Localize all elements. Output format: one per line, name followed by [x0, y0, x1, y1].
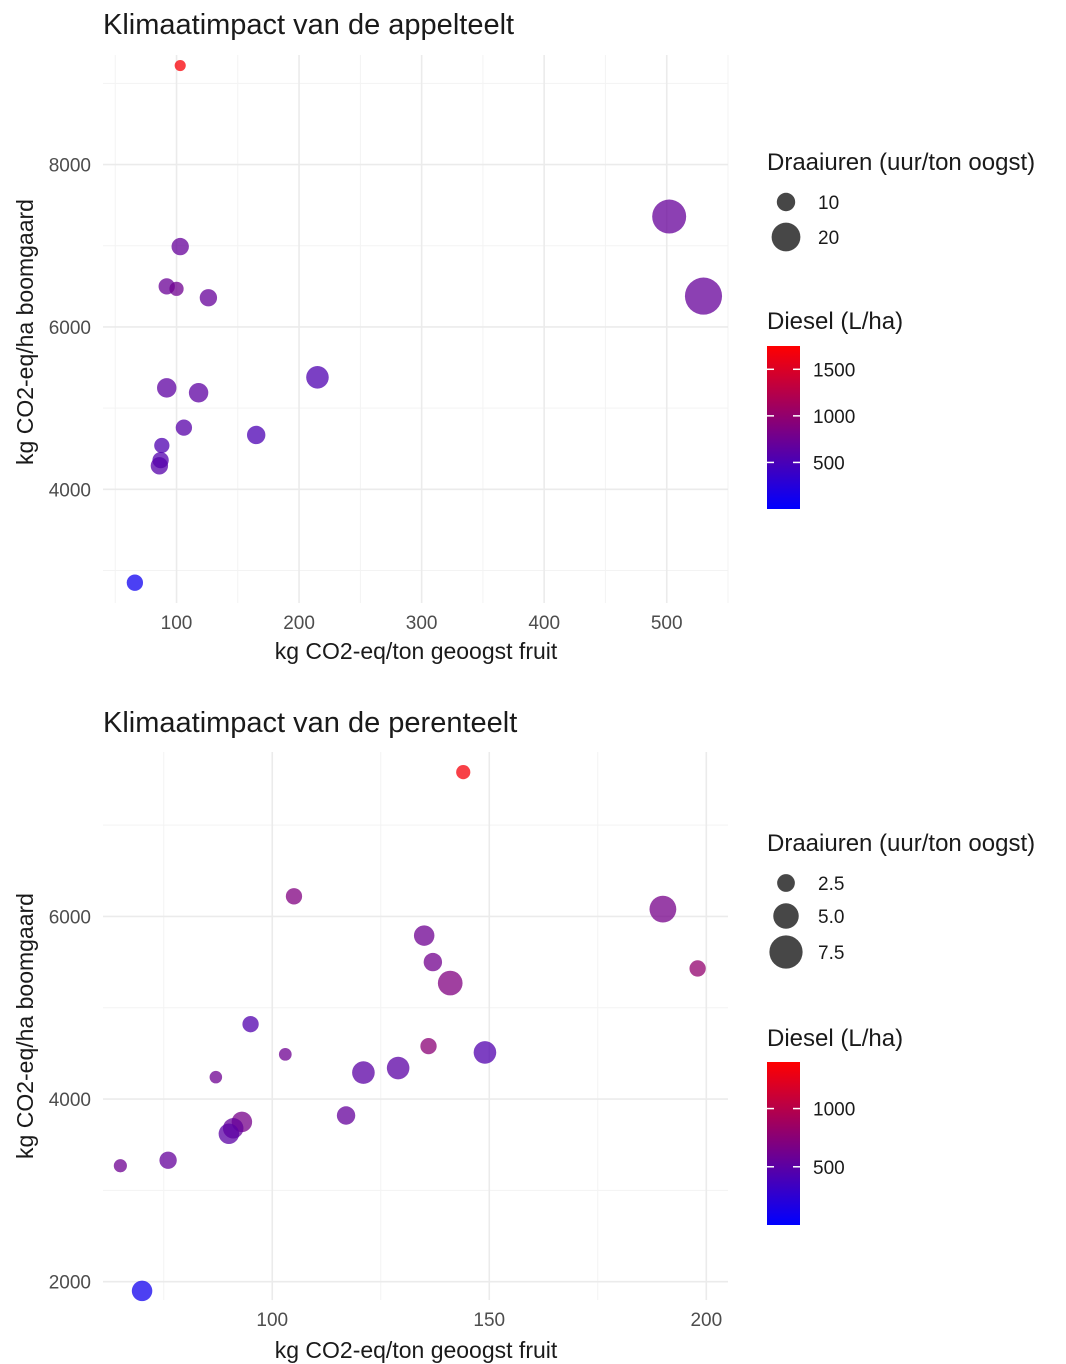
data-points: [126, 59, 723, 591]
y-axis-title: kg CO2-eq/ha boomgaard: [12, 893, 38, 1159]
size-legend-key: [773, 903, 799, 929]
color-bar: [767, 1062, 800, 1225]
data-points: [113, 764, 706, 1302]
data-point: [336, 1106, 356, 1125]
x-tick-label: 500: [651, 613, 683, 634]
data-point: [171, 237, 189, 256]
data-point: [113, 1159, 127, 1173]
data-point: [437, 970, 463, 996]
data-point: [131, 1280, 153, 1302]
size-legend: Draaiuren (uur/ton oogst) 2.5 5.0 7.5: [767, 830, 1035, 969]
y-tick-label: 8000: [49, 156, 91, 177]
x-tick-label: 300: [406, 613, 438, 634]
data-point: [352, 1061, 375, 1084]
size-legend-key: [771, 222, 801, 252]
data-point: [649, 895, 677, 923]
x-tick-label: 400: [528, 613, 560, 634]
data-point: [174, 59, 186, 72]
data-point: [150, 457, 169, 475]
data-point: [423, 952, 443, 972]
y-tick-label: 6000: [49, 318, 91, 339]
data-point: [199, 289, 218, 307]
data-point: [169, 281, 184, 296]
data-point: [175, 419, 193, 436]
x-tick-label: 150: [473, 1310, 505, 1331]
data-point: [689, 960, 706, 977]
y-tick-label: 4000: [49, 1090, 91, 1111]
data-point: [246, 425, 266, 445]
size-legend-key: [776, 192, 796, 212]
data-point: [126, 574, 144, 591]
y-tick-labels: 4000 6000 8000: [49, 156, 91, 502]
size-legend-label: 10: [818, 193, 839, 214]
data-point: [159, 1151, 177, 1169]
size-legend-label: 7.5: [818, 943, 844, 964]
data-point: [420, 1037, 437, 1055]
chart-title: Klimaatimpact van de perenteelt: [103, 707, 517, 739]
color-legend-title: Diesel (L/ha): [767, 308, 903, 335]
data-point: [306, 366, 329, 389]
size-legend-title: Draaiuren (uur/ton oogst): [767, 149, 1035, 176]
color-legend-label: 500: [813, 1158, 845, 1179]
x-tick-label: 200: [283, 613, 315, 634]
pear-chart: Klimaatimpact van de perenteelt 100 150 20…: [12, 707, 1035, 1363]
x-tick-labels: 100 200 300 400 500: [161, 613, 683, 634]
size-legend-key: [777, 874, 795, 892]
data-point: [285, 888, 303, 905]
color-bar: [767, 346, 800, 509]
size-legend-title: Draaiuren (uur/ton oogst): [767, 830, 1035, 857]
x-tick-label: 100: [161, 613, 193, 634]
size-legend-label: 2.5: [818, 874, 844, 895]
color-legend-label: 1500: [813, 360, 855, 381]
color-legend-label: 500: [813, 453, 845, 474]
color-legend-label: 1000: [813, 1100, 855, 1121]
x-tick-labels: 100 150 200: [256, 1310, 722, 1331]
chart-title: Klimaatimpact van de appelteelt: [103, 9, 514, 41]
color-legend-label: 1000: [813, 407, 855, 428]
data-point: [652, 199, 687, 234]
size-legend-label: 5.0: [818, 907, 844, 928]
plot-grid: [103, 55, 729, 603]
apple-chart: Klimaatimpact van de appelteelt 100 200 30…: [12, 9, 1035, 664]
x-tick-label: 100: [256, 1310, 288, 1331]
y-tick-labels: 2000 4000 6000: [49, 907, 91, 1293]
data-point: [209, 1070, 223, 1084]
color-legend: Diesel (L/ha) 1000 500: [767, 1025, 903, 1225]
data-point: [278, 1047, 292, 1061]
data-point: [473, 1041, 497, 1064]
size-legend: Draaiuren (uur/ton oogst) 10 20: [767, 149, 1035, 252]
data-point: [413, 925, 435, 946]
y-axis-title: kg CO2-eq/ha boomgaard: [12, 199, 38, 465]
x-axis-title: kg CO2-eq/ton geoogst fruit: [275, 1337, 558, 1363]
size-legend-key: [769, 935, 803, 969]
plot-grid: [103, 752, 728, 1300]
data-point: [456, 764, 471, 780]
data-point: [218, 1123, 240, 1145]
data-point: [242, 1016, 259, 1033]
x-tick-label: 200: [690, 1310, 722, 1331]
y-tick-label: 2000: [49, 1273, 91, 1294]
data-point: [157, 378, 177, 398]
data-point: [188, 383, 209, 403]
data-point: [154, 437, 170, 454]
size-legend-label: 20: [818, 228, 839, 249]
y-tick-label: 4000: [49, 480, 91, 501]
y-tick-label: 6000: [49, 907, 91, 928]
color-legend: Diesel (L/ha) 1500 1000 500: [767, 308, 903, 509]
data-point: [386, 1056, 410, 1080]
x-axis-title: kg CO2-eq/ton geoogst fruit: [275, 638, 558, 664]
data-point: [684, 277, 723, 315]
color-legend-title: Diesel (L/ha): [767, 1025, 903, 1052]
